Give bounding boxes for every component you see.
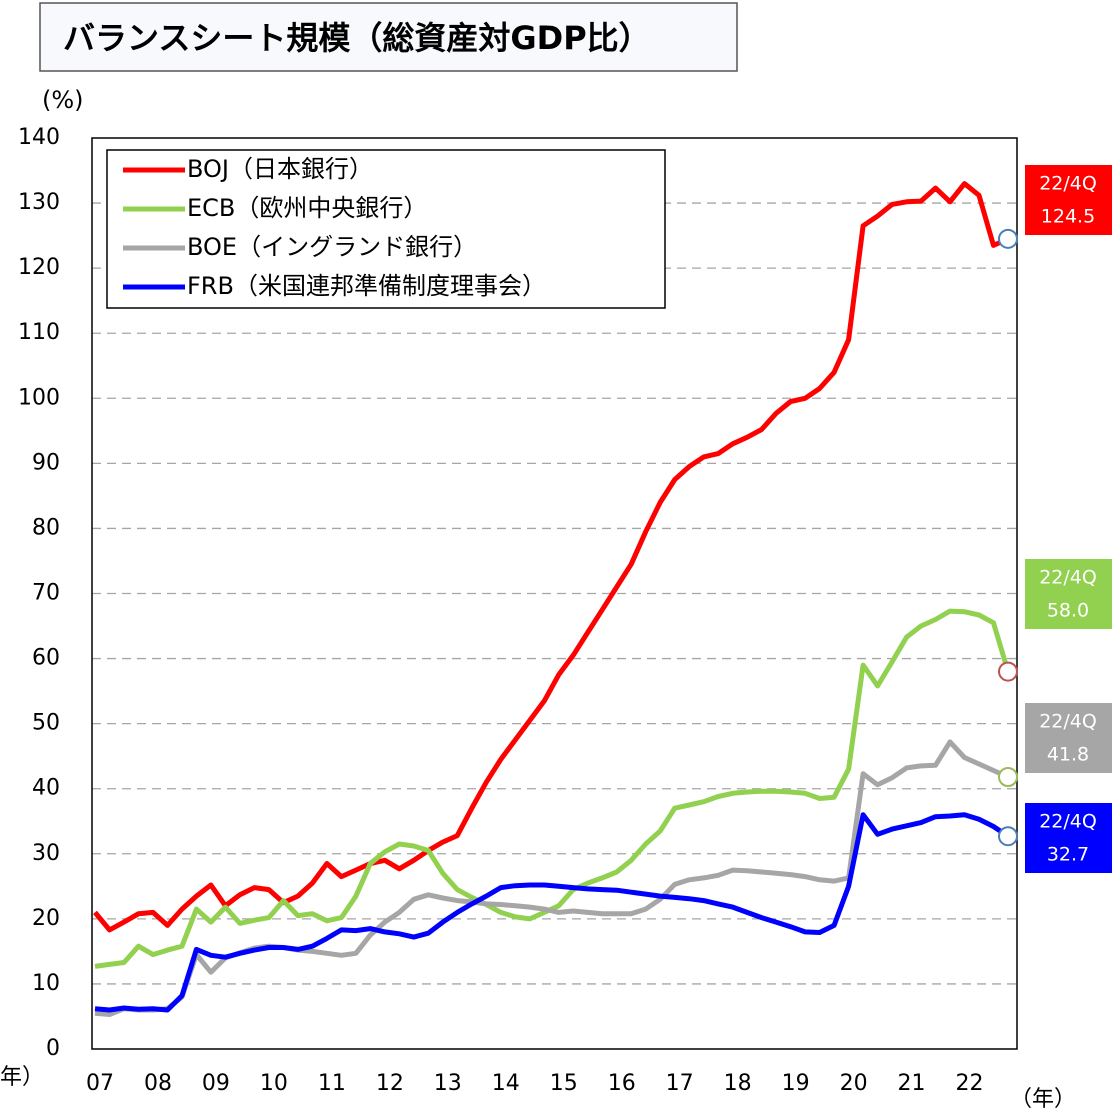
y-tick-label: 80 (32, 515, 60, 540)
end-label-period: 22/4Q (1039, 811, 1097, 833)
y-tick-label: 50 (32, 711, 60, 736)
chart-title: バランスシート規模（総資産対GDP比） (63, 19, 651, 57)
plot-border (91, 137, 1018, 1050)
end-label-period: 22/4Q (1039, 567, 1097, 589)
x-tick-label: 19 (782, 1071, 810, 1096)
end-marker (998, 826, 1018, 847)
end-marker (998, 661, 1018, 682)
x-tick-label: 17 (666, 1071, 694, 1096)
legend-label: BOE（イングランド銀行） (187, 233, 477, 261)
y-tick-label: 130 (18, 190, 60, 215)
y-tick-label: 0 (46, 1036, 60, 1061)
end-label-value: 41.8 (1047, 744, 1089, 766)
legend-label: FRB（米国連邦準備制度理事会） (187, 272, 546, 300)
y-tick-label: 40 (32, 776, 60, 801)
y-tick-label: 60 (32, 646, 60, 671)
x-tick-label: 08 (144, 1071, 172, 1096)
x-tick-label: 11 (318, 1071, 346, 1096)
x-tick-label: 21 (898, 1071, 926, 1096)
end-marker (998, 767, 1018, 788)
x-tick-label: 09 (202, 1071, 230, 1096)
x-tick-label: 22 (956, 1071, 984, 1096)
x-tick-label: 15 (550, 1071, 578, 1096)
y-axis-label: (%) (42, 86, 84, 114)
y-tick-label: 70 (32, 581, 60, 606)
end-label-value: 124.5 (1041, 206, 1095, 228)
y-tick-label: 120 (18, 255, 60, 280)
end-label-box (1025, 703, 1112, 773)
end-label-period: 22/4Q (1039, 711, 1097, 733)
end-label-box (1025, 559, 1112, 629)
end-label-box (1025, 803, 1112, 873)
x-tick-label: 14 (492, 1071, 520, 1096)
x-tick-label: 18 (724, 1071, 752, 1096)
x-axis-label: （年） (0, 1065, 44, 1090)
legend-label: BOJ（日本銀行） (187, 155, 373, 183)
x-axis-label: （年） (1010, 1087, 1076, 1112)
series-line (94, 812, 1010, 1013)
series-line (93, 181, 1010, 933)
end-marker (998, 228, 1018, 249)
x-tick-label: 16 (608, 1071, 636, 1096)
y-tick-label: 30 (32, 841, 60, 866)
y-tick-label: 100 (18, 385, 60, 410)
x-tick-label: 20 (840, 1071, 868, 1096)
title-box (39, 2, 738, 72)
end-label-box (1025, 165, 1112, 235)
y-tick-label: 110 (18, 320, 60, 345)
legend-box (106, 149, 666, 309)
legend-label: ECB（欧州中央銀行） (187, 194, 427, 222)
y-tick-label: 10 (32, 971, 60, 996)
end-label-value: 32.7 (1047, 844, 1089, 866)
y-tick-label: 90 (32, 450, 60, 475)
end-label-value: 58.0 (1047, 600, 1089, 622)
x-tick-label: 13 (434, 1071, 462, 1096)
x-tick-label: 07 (86, 1071, 114, 1096)
x-tick-label: 10 (260, 1071, 288, 1096)
y-tick-label: 20 (32, 906, 60, 931)
end-label-period: 22/4Q (1039, 173, 1097, 195)
x-tick-label: 12 (376, 1071, 404, 1096)
y-tick-label: 140 (18, 125, 60, 150)
